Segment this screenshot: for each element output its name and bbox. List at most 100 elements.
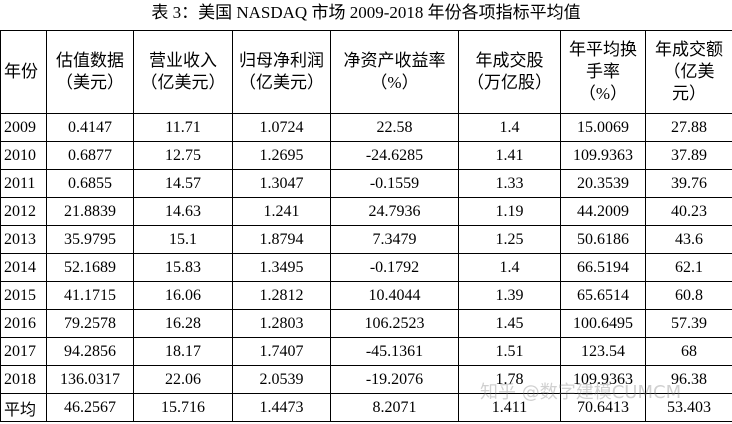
cell: 106.2523 xyxy=(330,309,459,338)
table-row: 平均 46.2567 15.716 1.4473 8.2071 1.411 70.6413 5… xyxy=(0,393,732,422)
table-row: 2011 0.6855 14.57 1.3047 -0.1559 1.33 20.3539 3… xyxy=(0,169,732,198)
data-table: 年份 估值数据 （美元） 营业收入 （亿美元） 归母净利润 （亿美元） 净资产收益率 （%） 年成… xyxy=(0,30,732,422)
table-row: 2016 79.2578 16.28 1.2803 106.2523 1.45 100.64… xyxy=(0,309,732,338)
cell: -19.2076 xyxy=(330,365,459,394)
cell: 1.4 xyxy=(458,113,561,142)
cell: 16.28 xyxy=(133,309,233,338)
header-cell: 归母净利润 （亿美元） xyxy=(232,30,331,114)
cell: 15.716 xyxy=(133,393,233,422)
table-row: 2018 136.0317 22.06 2.0539 -19.2076 1.78 109.9… xyxy=(0,365,732,394)
table-body: 2009 0.4147 11.71 1.0724 22.58 1.4 15.0069 27.8… xyxy=(0,113,732,422)
cell: 68 xyxy=(645,337,732,366)
header-line: 年平均换 xyxy=(569,40,637,59)
header-cell: 年成交股 （万亿股） xyxy=(458,30,561,114)
row-label: 2015 xyxy=(0,281,47,310)
row-label: 2010 xyxy=(0,141,47,170)
cell: 41.1715 xyxy=(46,281,134,310)
cell: 65.6514 xyxy=(560,281,646,310)
cell: 1.45 xyxy=(458,309,561,338)
table-row: 2017 94.2856 18.17 1.7407 -45.1361 1.51 123.54… xyxy=(0,337,732,366)
cell: 1.0724 xyxy=(232,113,331,142)
cell: 20.3539 xyxy=(560,169,646,198)
cell: 7.3479 xyxy=(330,225,459,254)
cell: 35.9795 xyxy=(46,225,134,254)
header-cell: 营业收入 （亿美元） xyxy=(133,30,233,114)
header-cell: 年成交额 （亿美 元） xyxy=(645,30,732,114)
cell: 14.57 xyxy=(133,169,233,198)
header-line: 年份 xyxy=(4,62,38,81)
cell: 44.2009 xyxy=(560,197,646,226)
row-label: 平均 xyxy=(0,393,47,422)
row-label: 2014 xyxy=(0,253,47,282)
header-line: （美元） xyxy=(56,73,124,92)
cell: 14.63 xyxy=(133,197,233,226)
cell: 1.241 xyxy=(232,197,331,226)
header-line: （亿美元） xyxy=(140,73,226,92)
cell: 50.6186 xyxy=(560,225,646,254)
cell: 100.6495 xyxy=(560,309,646,338)
cell: 46.2567 xyxy=(46,393,134,422)
cell: 39.76 xyxy=(645,169,732,198)
cell: 43.6 xyxy=(645,225,732,254)
table-row: 2015 41.1715 16.06 1.2812 10.4044 1.39 65.6514… xyxy=(0,281,732,310)
cell: 40.23 xyxy=(645,197,732,226)
cell: 70.6413 xyxy=(560,393,646,422)
cell: -0.1792 xyxy=(330,253,459,282)
cell: 18.17 xyxy=(133,337,233,366)
cell: 24.7936 xyxy=(330,197,459,226)
cell: 22.58 xyxy=(330,113,459,142)
cell: 1.7407 xyxy=(232,337,331,366)
cell: 11.71 xyxy=(133,113,233,142)
cell: 1.2803 xyxy=(232,309,331,338)
header-line: 手率 xyxy=(586,62,620,81)
row-label: 2013 xyxy=(0,225,47,254)
cell: 109.9363 xyxy=(560,141,646,170)
row-label: 2017 xyxy=(0,337,47,366)
cell: 37.89 xyxy=(645,141,732,170)
header-cell: 估值数据 （美元） xyxy=(46,30,134,114)
header-line: （亿美元） xyxy=(239,73,324,92)
header-line: 元） xyxy=(672,84,706,103)
cell: 1.39 xyxy=(458,281,561,310)
cell: 27.88 xyxy=(645,113,732,142)
cell: 21.8839 xyxy=(46,197,134,226)
cell: 1.411 xyxy=(458,393,561,422)
cell: 1.33 xyxy=(458,169,561,198)
header-line: （万亿股） xyxy=(467,73,552,92)
cell: 94.2856 xyxy=(46,337,134,366)
header-cell: 年份 xyxy=(0,30,47,114)
cell: 1.2812 xyxy=(232,281,331,310)
cell: -24.6285 xyxy=(330,141,459,170)
cell: 109.9363 xyxy=(560,365,646,394)
cell: 53.403 xyxy=(645,393,732,422)
cell: 12.75 xyxy=(133,141,233,170)
cell: 123.54 xyxy=(560,337,646,366)
cell: 0.6877 xyxy=(46,141,134,170)
cell: 15.0069 xyxy=(560,113,646,142)
cell: 136.0317 xyxy=(46,365,134,394)
cell: 10.4044 xyxy=(330,281,459,310)
cell: 1.8794 xyxy=(232,225,331,254)
header-line: 归母净利润 xyxy=(239,51,324,70)
table-row: 2012 21.8839 14.63 1.241 24.7936 1.19 44.2009 4… xyxy=(0,197,732,226)
header-line: 年成交额 xyxy=(655,40,723,59)
header-cell: 净资产收益率 （%） xyxy=(330,30,459,114)
cell: 52.1689 xyxy=(46,253,134,282)
cell: 0.4147 xyxy=(46,113,134,142)
cell: 66.5194 xyxy=(560,253,646,282)
header-line: 估值数据 xyxy=(56,51,124,70)
cell: 57.39 xyxy=(645,309,732,338)
table-row: 2010 0.6877 12.75 1.2695 -24.6285 1.41 109.936… xyxy=(0,141,732,170)
cell: 1.25 xyxy=(458,225,561,254)
cell: 60.8 xyxy=(645,281,732,310)
cell: 62.1 xyxy=(645,253,732,282)
cell: 1.19 xyxy=(458,197,561,226)
cell: -45.1361 xyxy=(330,337,459,366)
table-title: 表 3：美国 NASDAQ 市场 2009-2018 年份各项指标平均值 xyxy=(151,3,581,22)
header-row: 年份 估值数据 （美元） 营业收入 （亿美元） 归母净利润 （亿美元） 净资产收益率 （%） 年成… xyxy=(0,30,732,114)
cell: 79.2578 xyxy=(46,309,134,338)
header-line: 营业收入 xyxy=(149,51,217,70)
row-label: 2011 xyxy=(0,169,47,198)
cell: 96.38 xyxy=(645,365,732,394)
